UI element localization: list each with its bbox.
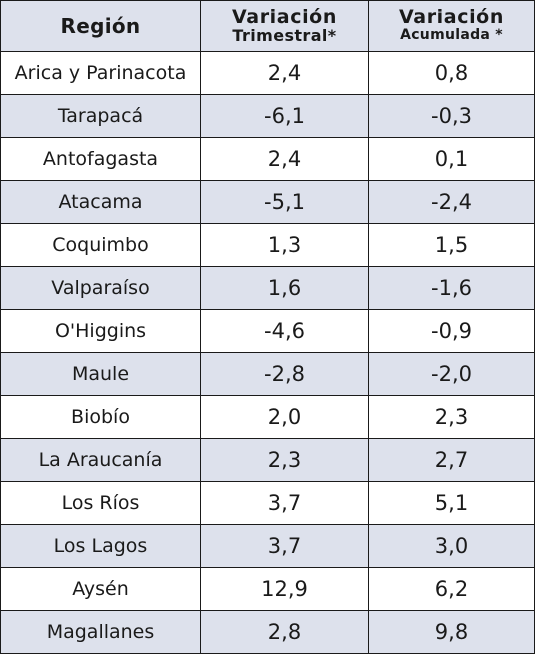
cell-region: Maule [0,352,201,396]
table-body: Arica y Parinacota 2,4 0,8 Tarapacá -6,1 -0,3… [0,51,535,654]
header-trimestral: Variación Trimestral* [200,0,369,52]
cell-variacion-acumulada: 2,3 [368,395,535,439]
cell-variacion-trimestral: -6,1 [200,94,369,138]
table-row: Aysén 12,9 6,2 [0,567,535,611]
cell-region: Antofagasta [0,137,201,181]
cell-region: Biobío [0,395,201,439]
cell-variacion-trimestral: 2,8 [200,610,369,654]
cell-variacion-acumulada: -0,9 [368,309,535,353]
table-row: Tarapacá -6,1 -0,3 [0,94,535,138]
header-row: Región Variación Trimestral* Variación A… [0,0,535,52]
cell-variacion-trimestral: 12,9 [200,567,369,611]
table-row: Los Lagos 3,7 3,0 [0,524,535,568]
table-row: Atacama -5,1 -2,4 [0,180,535,224]
table-row: Coquimbo 1,3 1,5 [0,223,535,267]
header-region-label: Región [60,14,141,38]
cell-variacion-trimestral: 2,4 [200,51,369,95]
cell-variacion-trimestral: 2,3 [200,438,369,482]
cell-region: O'Higgins [0,309,201,353]
header-region: Región [0,0,201,52]
table-row: Magallanes 2,8 9,8 [0,610,535,654]
cell-region: Los Lagos [0,524,201,568]
cell-variacion-trimestral: 1,3 [200,223,369,267]
table-row: Biobío 2,0 2,3 [0,395,535,439]
table-row: Los Ríos 3,7 5,1 [0,481,535,525]
cell-variacion-trimestral: -5,1 [200,180,369,224]
table-row: Arica y Parinacota 2,4 0,8 [0,51,535,95]
cell-region: Tarapacá [0,94,201,138]
cell-region: Arica y Parinacota [0,51,201,95]
cell-variacion-trimestral: 3,7 [200,524,369,568]
cell-variacion-trimestral: 2,0 [200,395,369,439]
table-row: O'Higgins -4,6 -0,9 [0,309,535,353]
header-trimestral-line1: Variación [232,6,337,28]
cell-variacion-acumulada: 1,5 [368,223,535,267]
header-acumulada-line2: Acumulada * [400,27,503,43]
cell-variacion-trimestral: -4,6 [200,309,369,353]
header-acumulada: Variación Acumulada * [368,0,535,52]
header-acumulada-line1: Variación [399,6,504,28]
cell-variacion-acumulada: 5,1 [368,481,535,525]
cell-variacion-acumulada: 6,2 [368,567,535,611]
cell-region: La Araucanía [0,438,201,482]
cell-region: Los Ríos [0,481,201,525]
cell-region: Valparaíso [0,266,201,310]
table-row: La Araucanía 2,3 2,7 [0,438,535,482]
cell-variacion-acumulada: -0,3 [368,94,535,138]
cell-variacion-trimestral: 1,6 [200,266,369,310]
cell-region: Coquimbo [0,223,201,267]
table-row: Antofagasta 2,4 0,1 [0,137,535,181]
cell-variacion-acumulada: 2,7 [368,438,535,482]
table-row: Valparaíso 1,6 -1,6 [0,266,535,310]
header-trimestral-line2: Trimestral* [232,26,337,45]
cell-variacion-acumulada: 9,8 [368,610,535,654]
cell-variacion-acumulada: -1,6 [368,266,535,310]
cell-variacion-trimestral: 3,7 [200,481,369,525]
table-row: Maule -2,8 -2,0 [0,352,535,396]
cell-variacion-acumulada: -2,0 [368,352,535,396]
cell-variacion-trimestral: -2,8 [200,352,369,396]
cell-variacion-acumulada: -2,4 [368,180,535,224]
cell-variacion-acumulada: 0,1 [368,137,535,181]
cell-variacion-acumulada: 0,8 [368,51,535,95]
cell-region: Magallanes [0,610,201,654]
cell-variacion-trimestral: 2,4 [200,137,369,181]
cell-region: Aysén [0,567,201,611]
cell-variacion-acumulada: 3,0 [368,524,535,568]
cell-region: Atacama [0,180,201,224]
table-header: Región Variación Trimestral* Variación A… [0,0,535,52]
